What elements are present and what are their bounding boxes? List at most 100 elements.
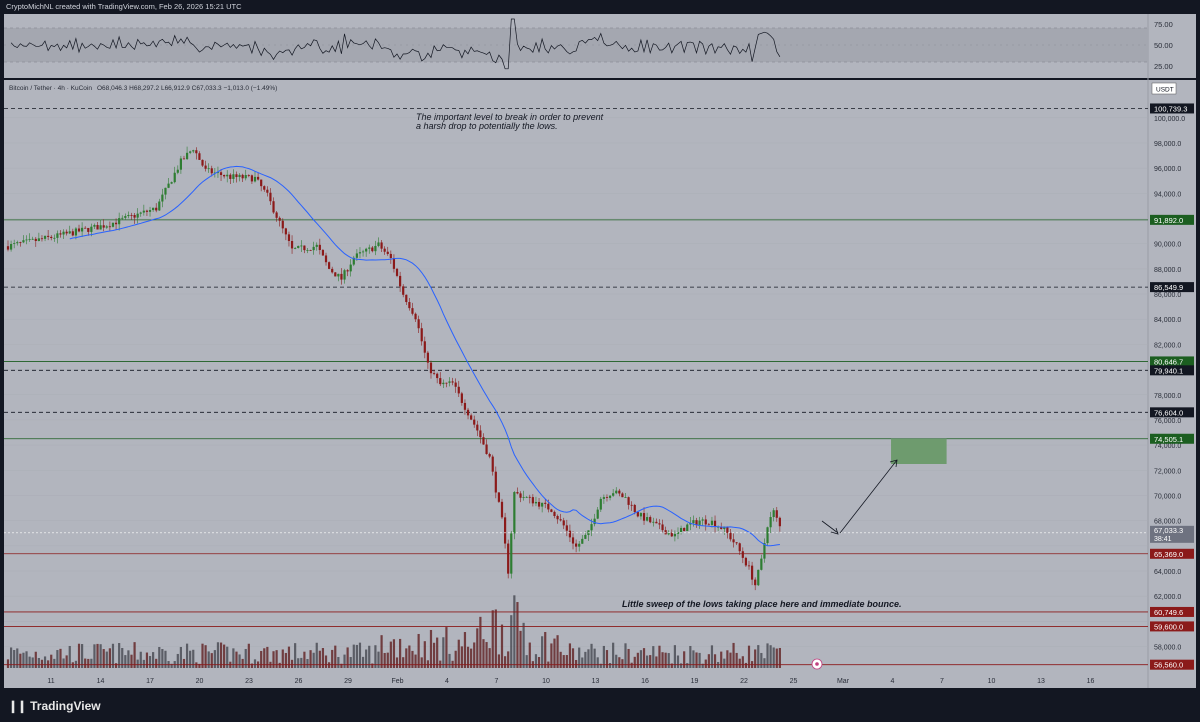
candle-body [321,250,325,256]
time-tick: 4 [891,678,895,685]
volume-bar [707,654,710,668]
candle-body [522,496,525,498]
volume-bar [318,650,321,668]
candle-body [272,201,275,213]
candle-body [726,526,729,533]
price-chart[interactable]: 75.00 50.00 25.00 Bitcoin / Tether · 4h … [0,0,1200,690]
candle-body [96,225,99,230]
time-tick: 16 [1087,678,1095,685]
volume-bar [636,652,639,668]
level-tag-label: 76,604.0 [1154,408,1183,417]
volume-bar [723,658,726,668]
volume-bar [497,654,501,668]
candle-body [216,172,220,174]
candle-body [121,217,124,219]
volume-bar [278,662,281,668]
candle-body [541,502,544,507]
candle-body [81,227,84,232]
candle-body [766,527,769,544]
volume-bar [494,609,497,668]
candle-body [383,248,386,252]
candle-body [315,244,318,247]
volume-bar [87,658,90,668]
candle-body [405,294,408,303]
volume-bar [13,650,16,668]
candle-body [223,175,226,177]
candle-body [13,243,16,245]
volume-bar [152,652,155,668]
level-tag [1150,606,1194,617]
replay-icon[interactable] [811,658,823,670]
volume-bar [473,642,476,668]
symbol-legend: Bitcoin / Tether · 4h · KuCoin O68,046.3 … [9,85,277,92]
volume-bar [43,656,47,668]
volume-bar [503,656,507,668]
currency-label: USDT [1156,87,1174,94]
candle-body [402,286,405,295]
candle-body [534,501,538,504]
candle-body [74,228,78,236]
volume-bar [646,655,649,668]
time-tick: 17 [146,678,154,685]
candle-body [192,150,195,152]
candle-body [238,174,241,178]
volume-bar [423,641,426,668]
volume-bar [667,653,670,668]
candle-body [439,378,442,385]
volume-bar [460,646,463,668]
candle-body [133,215,136,218]
volume-bar [201,643,204,668]
volume-bar [732,642,735,668]
candle-body [531,497,534,504]
volume-bar [399,638,402,668]
volume-bar [608,663,612,668]
candle-body [77,228,81,232]
volume-bar [139,651,142,668]
currency-badge[interactable] [1151,82,1177,95]
volume-bar [272,651,275,668]
candle-body [19,242,22,243]
candle-body [93,225,96,227]
candle-body [778,517,781,527]
volume-bar [161,649,164,668]
candle-body [581,538,584,544]
candle-body [340,273,343,280]
volume-bar [84,658,87,668]
candle-body [621,493,624,498]
volume-bar [386,652,389,668]
candle-body [179,158,182,170]
time-tick: 23 [245,678,253,685]
candle-body [769,517,772,528]
candle-body [652,521,655,523]
volume-bar [596,657,599,668]
candle-body [374,245,377,252]
volume-bar [34,651,37,668]
candle-body [760,558,763,570]
volume-bar [281,649,284,668]
tradingview-brand[interactable]: ❙❙ TradingView [8,699,101,713]
candle-body [161,194,164,202]
volume-bar [219,642,223,668]
price-tick: 72,000.0 [1154,468,1181,475]
volume-bar [426,660,429,668]
volume-bar [627,648,630,668]
volume-bar [544,631,547,668]
volume-bar [476,628,479,668]
candle-body [247,175,250,176]
volume-bar [744,662,748,668]
candle-body [547,503,550,510]
volume-bar [652,646,655,668]
candle-body [568,530,572,538]
horizontal-levels [4,108,1148,666]
candle-body [584,534,587,539]
volume-bar [65,655,68,668]
volume-bar [414,654,417,668]
volume-bar [445,627,448,668]
volume-bar [287,646,291,668]
time-tick: 11 [47,678,54,685]
volume-bar [235,651,238,668]
candle-body [485,444,488,454]
candle-body [164,187,167,195]
volume-bar [62,658,65,668]
rsi-tick: 50.00 [1154,41,1173,50]
